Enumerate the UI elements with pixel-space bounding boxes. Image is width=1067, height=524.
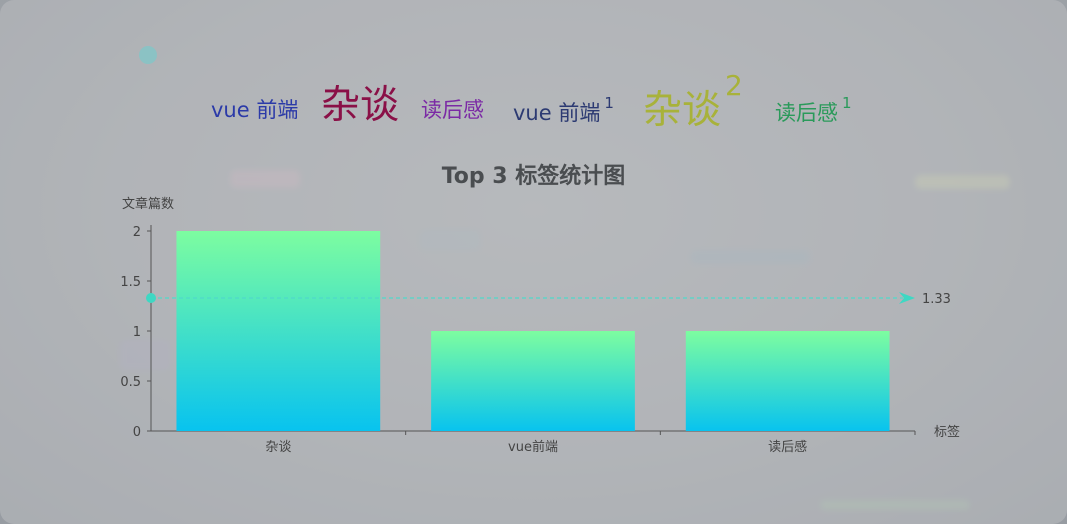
average-line-arrow bbox=[899, 292, 915, 304]
tag-cloud-item-vue[interactable]: vue 前端 bbox=[211, 100, 298, 121]
tag-count: 2 bbox=[725, 69, 743, 102]
y-tick-label: 2 bbox=[133, 225, 141, 240]
tag-cloud: vue 前端 杂谈 读后感 vue 前端 1 杂谈2 读后感 1 bbox=[0, 0, 1067, 140]
x-tick-label: 读后感 bbox=[768, 439, 807, 455]
x-tick-label: vue前端 bbox=[508, 439, 558, 455]
average-line-start-dot bbox=[146, 293, 156, 303]
tag-cloud-item-vue-count[interactable]: vue 前端 1 bbox=[513, 96, 614, 125]
tag-cloud-item-zatan[interactable]: 杂谈 bbox=[321, 86, 399, 125]
x-axis-label: 标签 bbox=[934, 424, 960, 440]
y-tick-label: 1 bbox=[133, 325, 141, 340]
bar[interactable] bbox=[176, 231, 381, 431]
tag-count: 1 bbox=[604, 94, 614, 112]
y-tick-label: 0.5 bbox=[120, 375, 141, 390]
tag-cloud-item-zatan-count[interactable]: 杂谈2 bbox=[643, 72, 743, 133]
bar[interactable] bbox=[431, 331, 635, 431]
y-tick-label: 1.5 bbox=[120, 275, 141, 290]
bar[interactable] bbox=[685, 331, 890, 431]
tag-label: 读后感 bbox=[421, 98, 484, 122]
average-line-label: 1.33 bbox=[922, 292, 951, 307]
chart-title: Top 3 标签统计图 bbox=[441, 164, 626, 189]
tag-cloud-item-reading[interactable]: 读后感 bbox=[421, 100, 484, 121]
tag-label: vue 前端 bbox=[211, 98, 299, 122]
y-axis-label: 文章篇数 bbox=[122, 196, 174, 212]
tag-label: 读后感 bbox=[775, 101, 838, 125]
tag-label: 杂谈 bbox=[321, 83, 400, 128]
tag-count: 1 bbox=[842, 94, 852, 112]
tag-label: 杂谈 bbox=[643, 88, 722, 133]
tag-cloud-item-reading-count[interactable]: 读后感 1 bbox=[775, 96, 852, 125]
decorative-dot bbox=[139, 46, 157, 64]
x-tick-label: 杂谈 bbox=[265, 440, 291, 455]
y-tick-label: 0 bbox=[133, 425, 141, 440]
tag-label: vue 前端 bbox=[513, 101, 601, 125]
